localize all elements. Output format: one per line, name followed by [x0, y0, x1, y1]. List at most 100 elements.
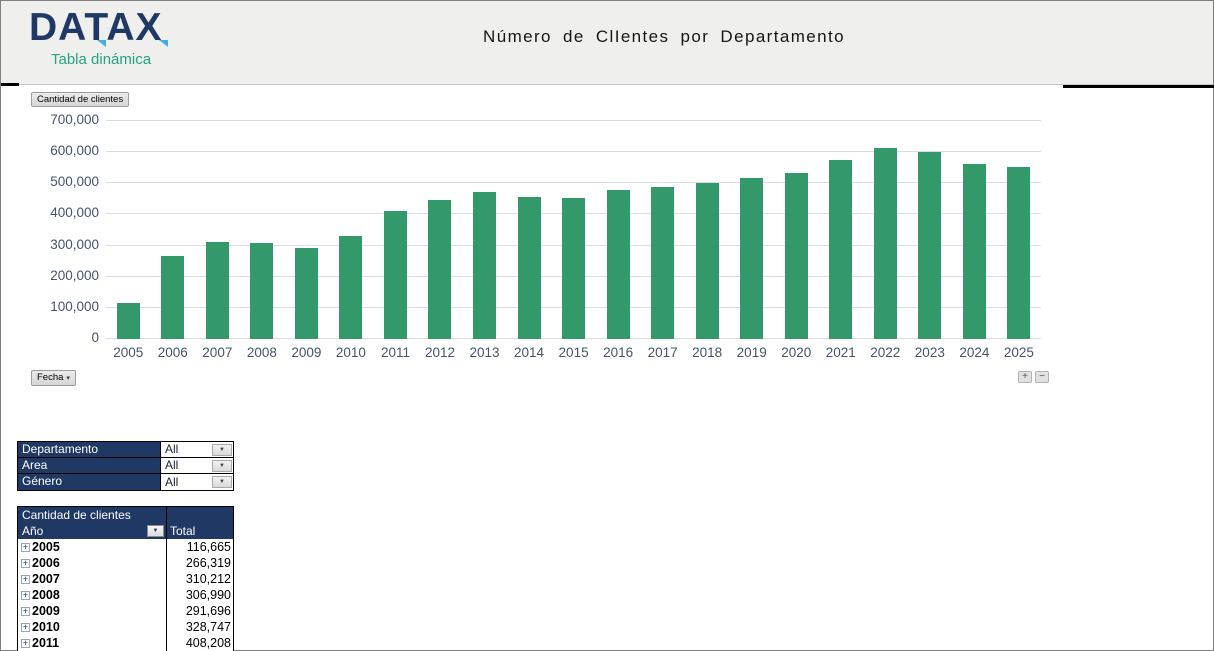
x-tick-2024: 2024 — [959, 345, 990, 360]
page-title: Número de ClIentes por Departamento — [483, 27, 845, 46]
bar-2023[interactable] — [918, 152, 942, 339]
gridline — [106, 120, 1041, 121]
pivot-year-label: 2011 — [32, 635, 60, 650]
app-header: DATAX Tabla dinámica Número de ClIentes … — [1, 1, 1213, 85]
bar-slot — [507, 120, 552, 339]
filter-dropdown-button[interactable]: ▼ — [212, 476, 232, 488]
filter-dropdown-button[interactable]: ▼ — [212, 443, 232, 456]
axis-field-button[interactable]: Fecha ▾ — [31, 370, 76, 386]
bar-2010[interactable] — [339, 236, 363, 339]
bar-2019[interactable] — [740, 178, 764, 339]
x-tick-2013: 2013 — [469, 345, 500, 360]
bar-2015[interactable] — [562, 198, 586, 339]
pivot-row-2010: +2010 328,747 — [18, 619, 233, 635]
pivot-total-value: 116,665 — [186, 539, 231, 554]
y-tick-label: 200,000 — [50, 268, 99, 283]
value-field-button[interactable]: Cantidad de clientes — [31, 92, 130, 107]
bar-2005[interactable] — [116, 303, 140, 339]
pivot-value-header: Total — [170, 523, 196, 538]
bar-slot — [462, 120, 507, 339]
expand-icon[interactable]: + — [21, 541, 30, 552]
y-tick-label: 100,000 — [50, 299, 99, 314]
bar-slot — [418, 120, 463, 339]
pivot-table: Cantidad de clientes Año ▼ Total +2005 11… — [17, 506, 234, 651]
expand-icon[interactable]: + — [21, 605, 30, 616]
filter-table: Departamento All ▼ Area All ▼ Género All ▼ — [17, 441, 234, 491]
bar-2013[interactable] — [473, 192, 497, 339]
bar-slot — [774, 120, 819, 339]
pivot-year-cell: +2006 — [18, 555, 167, 571]
expand-icon[interactable]: + — [21, 637, 30, 648]
bar-2021[interactable] — [829, 160, 853, 339]
bar-slot — [952, 120, 997, 339]
bar-slot — [240, 120, 285, 339]
filter-dropdown-button[interactable]: ▼ — [212, 459, 232, 472]
bar-2022[interactable] — [873, 148, 897, 339]
pivot-total-cell: 328,747 — [167, 619, 233, 635]
axis-field-label: Fecha — [37, 372, 64, 383]
bar-2024[interactable] — [962, 164, 986, 339]
expand-icon[interactable]: + — [21, 557, 30, 568]
logo-text: DATAX — [29, 6, 163, 49]
filter-row-departamento: Departamento All ▼ — [18, 442, 233, 458]
x-tick-2008: 2008 — [246, 345, 277, 360]
logo-subtitle: Tabla dinámica — [51, 51, 152, 68]
bar-2020[interactable] — [784, 173, 808, 339]
y-tick-label: 400,000 — [50, 205, 99, 220]
pivot-total-value: 306,990 — [185, 587, 231, 602]
bar-2012[interactable] — [428, 200, 452, 339]
expand-icon[interactable]: + — [21, 589, 30, 600]
pivot-year-cell: +2005 — [18, 539, 167, 555]
pivot-year-label: 2007 — [32, 571, 60, 586]
pivot-year-cell: +2007 — [18, 571, 167, 587]
x-tick-2014: 2014 — [514, 345, 545, 360]
pivot-total-value: 310,212 — [185, 571, 231, 586]
x-tick-2021: 2021 — [825, 345, 856, 360]
x-tick-2023: 2023 — [914, 345, 945, 360]
x-tick-2017: 2017 — [647, 345, 678, 360]
expand-icon[interactable]: + — [21, 573, 30, 584]
bar-slot — [329, 120, 374, 339]
filter-label: Area — [18, 458, 160, 473]
bar-2008[interactable] — [250, 243, 274, 339]
bar-2016[interactable] — [606, 190, 630, 339]
bar-2017[interactable] — [651, 187, 675, 339]
filter-row-area: Area All ▼ — [18, 458, 233, 474]
logo-accent-icon — [159, 40, 168, 47]
filter-row-género: Género All ▼ — [18, 474, 233, 490]
pivot-total-value: 328,747 — [185, 619, 231, 634]
pivot-row-2006: +2006 266,319 — [18, 555, 233, 571]
x-tick-2005: 2005 — [113, 345, 144, 360]
bar-2007[interactable] — [205, 242, 229, 339]
bar-2018[interactable] — [695, 183, 719, 339]
filter-value-cell: All ▼ — [160, 458, 233, 473]
collapse-field-button[interactable]: − — [1035, 371, 1049, 383]
pivot-title: Cantidad de clientes — [22, 507, 131, 522]
bar-2009[interactable] — [294, 248, 318, 339]
x-tick-2018: 2018 — [692, 345, 723, 360]
filter-selected-value: All — [165, 474, 179, 489]
pivot-title-row: Cantidad de clientes — [18, 507, 233, 523]
gridline — [106, 182, 1041, 183]
pivot-row-header: Año — [22, 523, 44, 538]
pivot-total-value: 266,319 — [185, 555, 231, 570]
x-tick-2015: 2015 — [558, 345, 589, 360]
bar-slot — [685, 120, 730, 339]
pivot-year-cell: +2008 — [18, 587, 167, 603]
expand-field-button[interactable]: + — [1018, 371, 1032, 383]
x-tick-2022: 2022 — [870, 345, 901, 360]
filter-label: Departamento — [18, 442, 160, 457]
x-tick-2010: 2010 — [335, 345, 366, 360]
expand-icon[interactable]: + — [21, 621, 30, 632]
gridline — [106, 151, 1041, 152]
bar-2014[interactable] — [517, 197, 541, 339]
x-tick-2016: 2016 — [603, 345, 634, 360]
year-filter-dropdown[interactable]: ▼ — [147, 525, 164, 537]
bar-2006[interactable] — [161, 256, 185, 339]
y-tick-label: 300,000 — [50, 237, 99, 252]
bar-chart: 0 100,000 200,000 300,000 400,000 500,000 600,… — [21, 112, 1041, 345]
x-tick-2011: 2011 — [380, 345, 410, 360]
bar-2011[interactable] — [383, 211, 407, 339]
bar-2025[interactable] — [1007, 167, 1031, 339]
pivot-row-2008: +2008 306,990 — [18, 587, 233, 603]
